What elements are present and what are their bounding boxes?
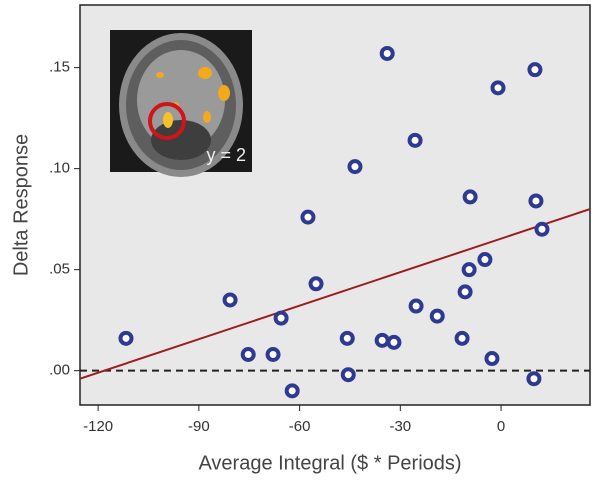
- y-axis-label: Delta Response: [10, 134, 32, 276]
- y-tick-label: .10: [49, 160, 70, 177]
- y-tick-label: .00: [49, 362, 70, 379]
- data-point: [379, 45, 395, 61]
- fit-line: [79, 208, 591, 380]
- data-point: [284, 383, 300, 399]
- data-point: [308, 276, 324, 292]
- data-point: [462, 189, 478, 205]
- data-point: [457, 284, 473, 300]
- data-point: [408, 298, 424, 314]
- data-point: [340, 367, 356, 383]
- x-tick-label: -120: [83, 418, 113, 435]
- data-point: [265, 346, 281, 362]
- data-point: [484, 351, 500, 367]
- data-point: [490, 80, 506, 96]
- data-point: [528, 193, 544, 209]
- data-point: [273, 310, 289, 326]
- data-point: [339, 330, 355, 346]
- data-point: [407, 132, 423, 148]
- data-point: [461, 262, 477, 278]
- data-point: [222, 292, 238, 308]
- x-tick-label: -30: [389, 418, 411, 435]
- data-point: [118, 330, 134, 346]
- x-tick-label: 0: [497, 418, 505, 435]
- data-point: [454, 330, 470, 346]
- data-point: [347, 159, 363, 175]
- data-point: [386, 334, 402, 350]
- data-point: [429, 308, 445, 324]
- data-point: [300, 209, 316, 225]
- inset-label: y = 2: [206, 145, 246, 165]
- y-tick-label: .05: [49, 261, 70, 278]
- data-point: [240, 346, 256, 362]
- y-tick-label: .15: [49, 59, 70, 76]
- data-point: [534, 221, 550, 237]
- x-tick-label: -90: [188, 418, 210, 435]
- data-point: [526, 371, 542, 387]
- brain-inset: y = 2: [110, 30, 252, 177]
- x-tick-label: -60: [289, 418, 311, 435]
- data-point: [374, 332, 390, 348]
- data-point: [527, 62, 543, 78]
- x-axis-label: Average Integral ($ * Periods): [198, 452, 461, 474]
- data-point: [477, 252, 493, 268]
